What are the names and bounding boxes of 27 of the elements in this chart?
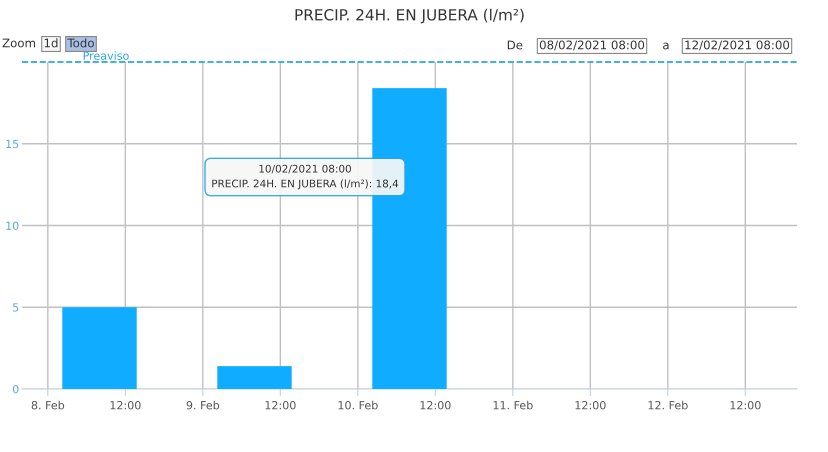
ref-line-label: Preaviso [84,51,129,60]
bar [62,307,137,389]
x-tick-label: 8. Feb [32,400,64,410]
text: De [508,40,522,50]
text: Todo [67,38,94,48]
y-tick-label: 10 [6,221,18,230]
bar [372,88,447,389]
text: 1d [44,38,58,48]
x-tick-label: 12:00 [110,401,141,410]
y-tick-label: 0 [12,384,18,394]
annotation: 10/02/2021 08:00 PRECIP. 24H. EN JUBERA (l/m²): 18,4 [212,164,398,190]
text: a [663,42,669,50]
x-tick-label: 12:00 [730,401,761,410]
x-tick-label: 10. Feb [338,400,378,410]
x-tick-label: 9. Feb [186,400,220,410]
x-tick-label: 12:00 [420,401,451,410]
y-tick-label: 15 [6,140,18,148]
text: 08/02/2021 08:00 [540,40,644,50]
text: Zoom [2,38,36,48]
x-tick-label: 12:00 [266,401,296,410]
x-tick-label: 12. Feb [648,400,688,410]
x-tick-label: 12:00 [576,401,606,410]
bar [217,366,292,389]
x-tick-label: 11. Feb [494,400,533,410]
chart-title: PRECIP. 24H. EN JUBERA (l/m²) [296,8,524,24]
y-tick-label: 5 [13,303,18,312]
text: 12/02/2021 08:00 [685,40,790,50]
